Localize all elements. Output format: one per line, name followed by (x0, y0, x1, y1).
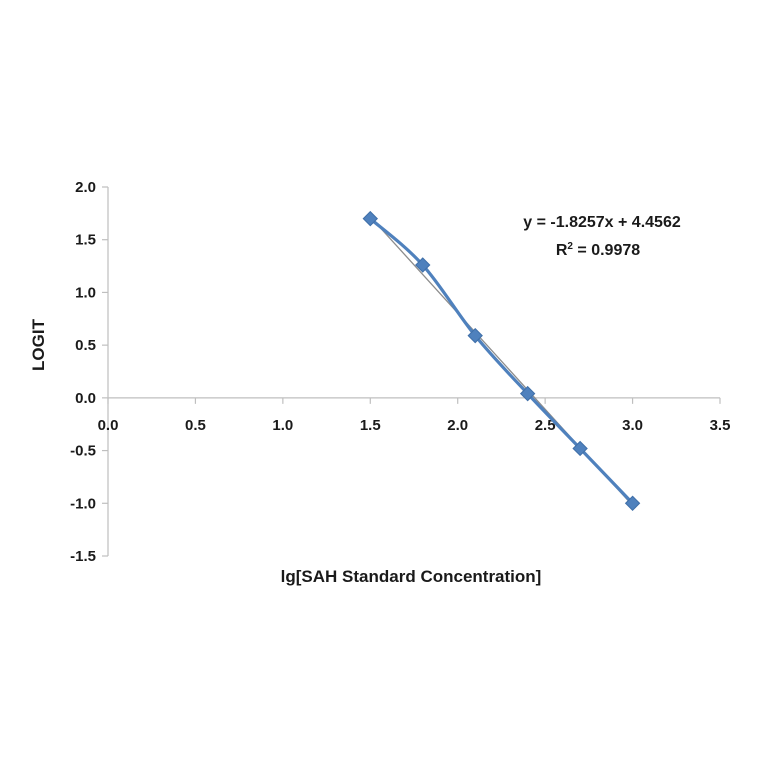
x-tick-label: 3.5 (710, 417, 731, 434)
tick-labels: 2.01.51.00.50.0-0.5-1.0-1.50.0 0.5 1.0 1.5 2… (70, 179, 730, 565)
x-tick-label: 1.0 (272, 417, 293, 434)
x-tick-label: 2.5 (535, 417, 556, 434)
x-tick-label: 2.0 (447, 417, 468, 434)
r2-superscript: 2 (567, 241, 573, 252)
data-point-6 (624, 495, 641, 511)
y-tick-label: -1.0 (70, 495, 96, 512)
x-tick-label: 1.5 (360, 417, 381, 434)
x-tick-label: 0.5 (185, 417, 206, 434)
r2-prefix: R (556, 242, 568, 259)
r-squared-label: R2 = 0.9978 (556, 241, 640, 259)
y-tick-label: -0.5 (70, 443, 96, 460)
y-tick-label: -1.5 (70, 548, 96, 565)
y-tick-label: 2.0 (75, 179, 96, 196)
r2-value: = 0.9978 (573, 242, 640, 259)
data-point-4 (519, 385, 536, 402)
y-axis-title: LOGIT (29, 318, 48, 371)
y-tick-label: 0.5 (75, 337, 96, 354)
data-point-3 (467, 327, 483, 344)
axes (102, 186, 721, 557)
data-point-5 (572, 440, 588, 457)
y-tick-label: 0.0 (75, 390, 96, 407)
x-tick-label: 3.0 (622, 417, 643, 434)
series-group (362, 210, 641, 511)
x-tick-label: 0.0 (98, 417, 119, 434)
y-tick-label: 1.0 (75, 284, 96, 301)
trendline-equation: y = -1.8257x + 4.4562 (523, 214, 681, 231)
x-axis-title: lg[SAH Standard Concentration] (281, 567, 542, 586)
y-tick-label: 1.5 (75, 232, 96, 249)
data-point-1 (362, 210, 378, 227)
series-line (369, 217, 634, 505)
data-point-2 (415, 257, 431, 273)
